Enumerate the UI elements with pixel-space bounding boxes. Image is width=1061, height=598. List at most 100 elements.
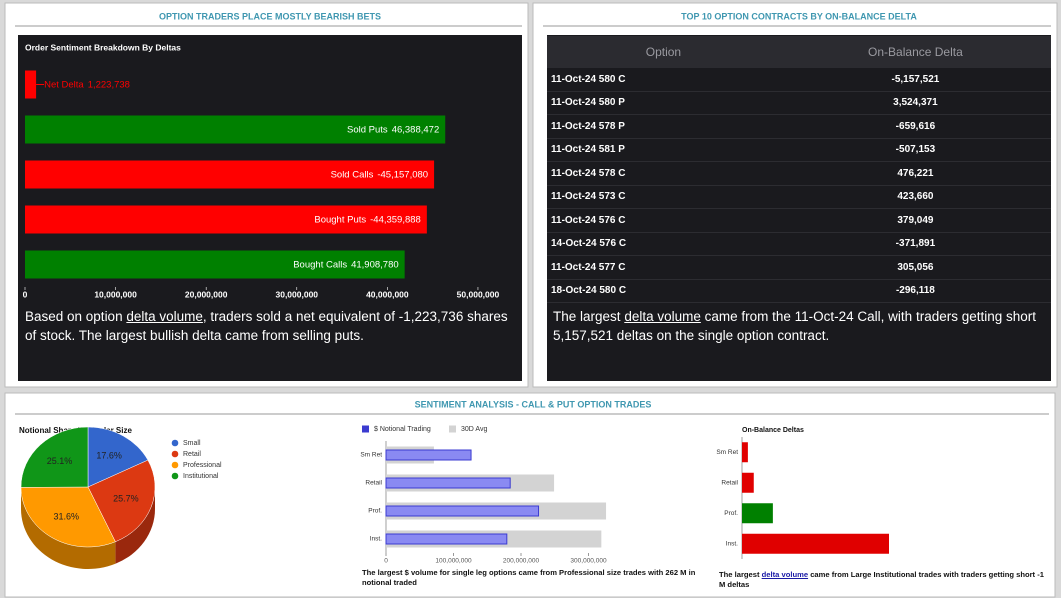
table-row: 11-Oct-24 577 C 305,056: [547, 255, 1051, 280]
x-tick-label: 0: [23, 289, 28, 299]
y-tick-label: Retail: [721, 479, 738, 486]
caption: The largest $ volume for single leg opti…: [362, 568, 712, 588]
data-label: Bought Calls 41,908,780: [293, 259, 398, 270]
data-label: 17.6%: [96, 451, 122, 461]
summary-text: Based on option: [25, 309, 123, 324]
table-cell: 14-Oct-24 576 C: [547, 232, 780, 256]
legend-swatch: [362, 425, 369, 433]
panel-heading: TOP 10 OPTION CONTRACTS BY ON-BALANCE DE…: [681, 11, 917, 21]
table-cell: 11-Oct-24 580 P: [547, 91, 780, 115]
table-cell: 11-Oct-24 580 C: [547, 68, 780, 92]
link[interactable]: delta volume: [624, 309, 701, 324]
bar: [385, 477, 511, 489]
y-tick-label: Sm Ret: [716, 449, 738, 456]
table-cell: -371,891: [779, 232, 1051, 256]
pie-side: [21, 487, 116, 569]
table-cell: -659,616: [779, 114, 1051, 139]
legend-label: $ Notional Trading: [374, 426, 431, 433]
column-header: On-Balance Delta: [779, 36, 1051, 68]
data-label: Bought Puts -44,359,888: [314, 214, 420, 225]
table-cell: 11-Oct-24 576 C: [547, 208, 780, 233]
table-cell: 11-Oct-24 578 P: [547, 114, 780, 139]
y-tick-label: Inst.: [370, 536, 382, 543]
pie-slice: [87, 459, 156, 543]
legend-swatch: [171, 450, 179, 458]
data-label: 25.1%: [47, 456, 73, 466]
data-label: Sold Puts 46,388,472: [347, 124, 439, 135]
y-tick-label: Prof.: [368, 508, 382, 515]
summary: Based on option delta volume, traders so…: [25, 307, 515, 345]
data-label-category: Bought Puts: [314, 214, 366, 225]
chart-title: Order Sentiment Breakdown By Deltas: [25, 42, 181, 52]
table-cell: 18-Oct-24 580 C: [547, 279, 780, 303]
pie-side: [115, 487, 155, 564]
summary-text: came from the 11-Oct-24 Call, with trade…: [553, 309, 1037, 343]
y-tick-label: Retail: [365, 480, 382, 487]
data-label-value: 1,223,738: [88, 79, 130, 90]
link[interactable]: delta volume: [126, 309, 203, 324]
pie-slice: [20, 426, 89, 488]
table-row: 11-Oct-24 578 C 476,221: [547, 161, 1051, 186]
contracts-table: Option On-Balance Delta 11-Oct-24 580 C-…: [547, 36, 1051, 303]
bar: [25, 205, 427, 234]
legend-swatch: [171, 439, 179, 447]
panel-heading: OPTION TRADERS PLACE MOSTLY BEARISH BETS: [159, 11, 381, 21]
legend: $ Notional Trading 30D Avg: [362, 425, 487, 433]
y-tick-label: Prof.: [724, 510, 738, 517]
bar: [385, 533, 508, 545]
table-cell: -5,157,521: [779, 68, 1051, 92]
data-label-value: -44,359,888: [370, 214, 421, 225]
data-label-value: 41,908,780: [351, 259, 399, 270]
table-row: 11-Oct-24 576 C 379,049: [547, 208, 1051, 233]
caption-text: came from Large Institutional trades wit…: [719, 570, 1044, 589]
x-tick-label: 0: [384, 558, 388, 565]
table-row: 11-Oct-24 580 P 3,524,371: [547, 91, 1051, 115]
legend-swatch: [449, 425, 456, 433]
caption-text: The largest $ volume for single leg opti…: [362, 568, 696, 587]
data-label: Sold Calls -45,157,080: [331, 169, 429, 180]
link[interactable]: delta volume: [761, 570, 809, 579]
legend-label: Institutional: [183, 473, 219, 480]
bar: [385, 449, 472, 461]
data-label-value: 46,388,472: [392, 124, 440, 135]
column-header: Option: [547, 36, 780, 68]
summary-text: The largest: [553, 309, 621, 324]
data-label-category: Bought Calls: [293, 259, 347, 270]
x-tick-label: 50,000,000: [457, 289, 500, 299]
pie-slice: [87, 426, 149, 488]
bar: [742, 533, 889, 554]
bar: [742, 472, 754, 493]
table-cell: -507,153: [779, 138, 1051, 162]
data-label-value: -45,157,080: [377, 169, 428, 180]
bar: [385, 505, 540, 517]
table-cell: 11-Oct-24 578 C: [547, 161, 780, 186]
legend-label: Small: [183, 440, 201, 447]
legend-swatch: [171, 472, 179, 480]
data-label: 25.7%: [113, 493, 139, 503]
table-row: 14-Oct-24 576 C -371,891: [547, 232, 1051, 256]
summary-text: , traders sold a net equivalent of -1,22…: [25, 309, 508, 343]
table-cell: 11-Oct-24 573 C: [547, 185, 780, 209]
chart-title: On-Balance Deltas: [742, 427, 804, 434]
bar: [25, 115, 446, 144]
bar: [25, 70, 37, 99]
table-row: 11-Oct-24 580 C -5,157,521: [547, 68, 1051, 92]
legend-swatch: [171, 461, 179, 469]
y-tick-label: Sm Ret: [360, 452, 382, 459]
x-tick-label: 200,000,000: [503, 558, 540, 565]
bar: [25, 160, 435, 189]
table-cell: 476,221: [779, 161, 1051, 186]
table-cell: 3,524,371: [779, 91, 1051, 115]
table-cell: 379,049: [779, 208, 1051, 233]
data-label: 31.6%: [53, 512, 79, 522]
data-label-category: Sold Calls: [331, 169, 374, 180]
table-cell: -296,118: [779, 279, 1051, 303]
x-tick-label: 100,000,000: [435, 558, 472, 565]
x-tick-label: 30,000,000: [275, 289, 318, 299]
table-cell: 305,056: [779, 255, 1051, 280]
x-tick-label: 300,000,000: [570, 558, 607, 565]
panel-heading: SENTIMENT ANALYSIS - CALL & PUT OPTION T…: [415, 399, 652, 409]
table-row: 11-Oct-24 578 P -659,616: [547, 114, 1051, 139]
table-cell: 11-Oct-24 577 C: [547, 255, 780, 280]
